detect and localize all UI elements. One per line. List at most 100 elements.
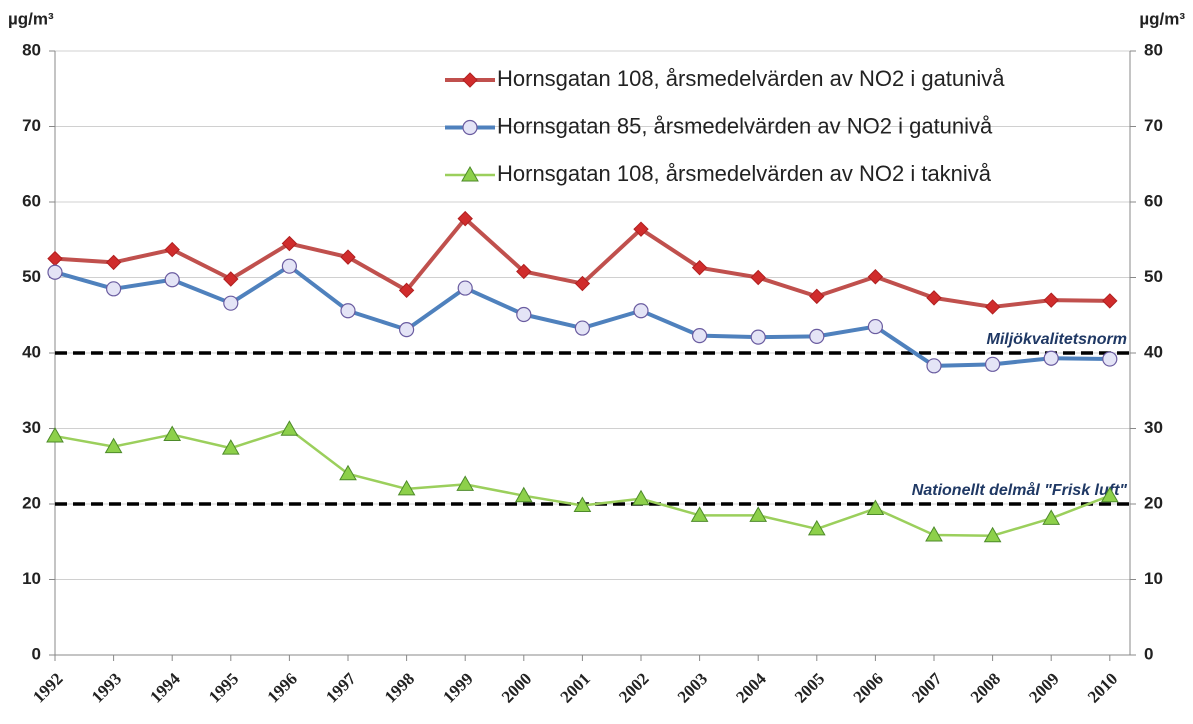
marker [457,280,473,296]
y-tick-label: 60 [22,191,41,210]
y2-tick-label: 10 [1144,569,1163,588]
marker [339,464,357,481]
x-tick-label: 2003 [674,669,711,706]
marker [633,221,649,237]
x-tick-label: 2000 [498,669,535,706]
marker [632,489,650,506]
marker [867,318,884,335]
y2-tick-label: 60 [1144,191,1163,210]
y-tick-label: 50 [22,267,41,286]
marker [223,271,239,287]
legend-label: Hornsgatan 85, årsmedelvärden av NO2 i g… [497,113,993,138]
marker [397,479,416,496]
x-tick-label: 2002 [615,669,652,706]
marker [867,269,884,285]
x-tick-label: 1998 [381,669,418,706]
marker [1100,486,1119,503]
marker [457,210,473,227]
y-tick-label: 70 [22,116,41,135]
marker [516,263,532,280]
x-tick-label: 1992 [29,669,66,706]
x-tick-label: 2004 [732,669,770,707]
marker [223,295,239,311]
x-tick-label: 2001 [557,669,594,706]
marker [164,241,180,258]
legend-label: Hornsgatan 108, årsmedelvärden av NO2 i … [497,66,1005,91]
marker [46,427,64,443]
x-tick-label: 2005 [791,669,828,706]
y2-tick-label: 30 [1144,418,1163,437]
marker [926,358,942,374]
x-tick-label: 1993 [88,669,125,706]
y-tick-label: 20 [22,493,41,512]
x-tick-label: 1997 [322,669,360,707]
marker [691,259,708,276]
y-tick-label: 10 [22,569,41,588]
y-tick-label: 80 [22,40,41,59]
x-tick-label: 1995 [205,669,242,706]
marker [750,329,766,345]
y-axis-label: µg/m³ [8,9,54,28]
y2-tick-label: 40 [1144,342,1163,361]
marker [221,439,240,455]
marker [1102,293,1118,309]
legend-marker [461,165,479,182]
y-tick-label: 30 [22,418,41,437]
marker [984,299,1001,315]
marker [1043,350,1059,366]
marker [1042,509,1061,525]
marker [280,420,299,436]
marker [163,425,182,442]
marker [105,254,122,271]
marker [340,249,356,265]
marker [281,258,297,274]
x-tick-label: 2009 [1025,669,1062,706]
reference-label: Nationellt delmål "Frisk luft" [912,481,1128,499]
y2-tick-label: 80 [1144,40,1163,59]
marker [809,328,825,344]
legend-marker [462,119,478,136]
marker [514,486,533,503]
marker [281,235,298,252]
marker [398,282,415,299]
marker [104,437,123,454]
marker [926,290,942,306]
marker [516,306,532,323]
marker [984,356,1001,372]
x-tick-label: 1994 [146,669,184,707]
marker [47,250,63,267]
marker [691,328,708,344]
marker [399,321,415,338]
marker [690,506,709,522]
series-line [54,216,1110,309]
marker [164,272,180,288]
marker [573,496,592,513]
marker [105,281,122,297]
y2-tick-label: 50 [1144,267,1163,286]
y2-axis-label: µg/m³ [1139,9,1185,28]
marker [574,320,591,336]
marker [456,475,475,491]
y2-tick-label: 0 [1144,644,1153,663]
y-tick-label: 0 [32,644,41,663]
x-tick-label: 1996 [264,669,301,706]
x-tick-label: 2010 [1084,669,1121,706]
x-tick-label: 2006 [850,669,887,706]
y-tick-label: 40 [22,342,41,361]
marker [1102,351,1118,367]
marker [809,288,825,305]
reference-label: Miljökvalitetsnorm [987,331,1127,348]
marker [750,269,766,286]
marker [866,499,885,516]
legend-label: Hornsgatan 108, årsmedelvärden av NO2 i … [497,161,992,186]
x-tick-label: 1999 [439,669,476,706]
y2-tick-label: 70 [1144,116,1163,135]
marker [574,275,591,292]
marker [340,303,356,319]
x-tick-label: 2008 [967,669,1004,706]
legend-marker [462,72,478,88]
y2-tick-label: 20 [1144,493,1163,512]
marker [633,303,649,319]
marker [925,525,943,542]
